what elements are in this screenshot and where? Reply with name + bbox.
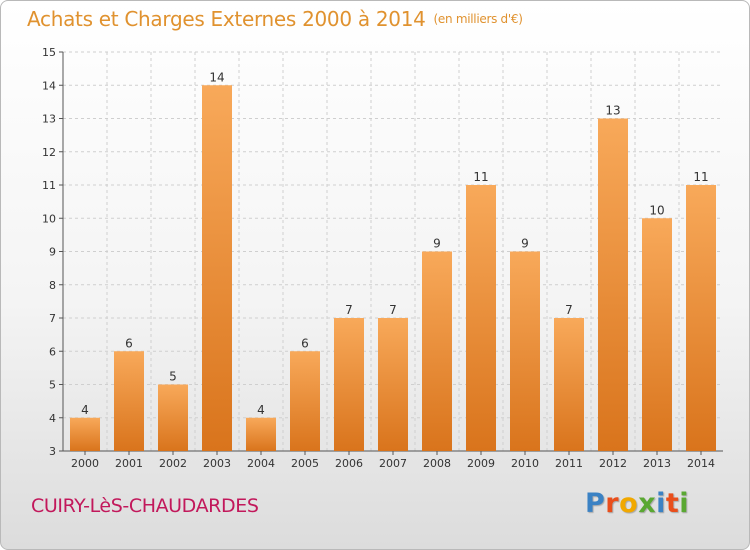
y-tick-label: 12 — [42, 146, 56, 159]
bars — [70, 85, 716, 451]
x-tick-label: 2014 — [687, 457, 715, 470]
x-tick-label: 2006 — [335, 457, 363, 470]
brand-letter: o — [619, 488, 639, 519]
y-tick-label: 15 — [42, 46, 56, 59]
bar — [466, 185, 496, 451]
brand-letter: r — [605, 488, 620, 519]
y-tick-label: 11 — [42, 179, 56, 192]
bar — [334, 318, 364, 451]
bar — [642, 218, 672, 451]
y-tick-label: 3 — [49, 445, 56, 458]
data-label: 9 — [521, 237, 529, 251]
brand-letter: x — [638, 488, 657, 519]
bar — [686, 185, 716, 451]
bar — [114, 351, 144, 451]
bar — [70, 417, 100, 451]
y-tick-label: 7 — [49, 312, 56, 325]
x-tick-label: 2013 — [643, 457, 671, 470]
y-tick-label: 9 — [49, 246, 56, 259]
data-label: 7 — [565, 303, 573, 317]
x-tick-label: 2008 — [423, 457, 451, 470]
bar — [510, 251, 540, 451]
bar — [378, 318, 408, 451]
data-labels: 4 6 5 14 4 6 7 7 9 11 9 7 13 10 11 — [81, 70, 708, 417]
bar — [554, 318, 584, 451]
brand-logo: Proxiti — [585, 488, 689, 519]
brand-letter: t — [665, 488, 680, 519]
data-label: 4 — [257, 403, 265, 417]
x-tick-label: 2003 — [203, 457, 231, 470]
data-label: 11 — [473, 170, 488, 184]
data-label: 5 — [169, 370, 177, 384]
data-label: 9 — [433, 237, 441, 251]
x-tick-label: 2009 — [467, 457, 495, 470]
data-label: 11 — [693, 170, 708, 184]
y-tick-label: 8 — [49, 279, 56, 292]
bar — [598, 118, 628, 451]
data-label: 10 — [649, 203, 664, 217]
bar — [246, 417, 276, 451]
y-tick-label: 13 — [42, 113, 56, 126]
data-label: 7 — [389, 303, 397, 317]
data-label: 6 — [301, 336, 309, 350]
x-tick-label: 2007 — [379, 457, 407, 470]
x-tick-label: 2012 — [599, 457, 627, 470]
x-tick-label: 2005 — [291, 457, 319, 470]
brand-letter: i — [656, 488, 666, 519]
x-tick-label: 2004 — [247, 457, 275, 470]
bar — [158, 384, 188, 451]
data-label: 14 — [209, 70, 224, 84]
bar — [422, 251, 452, 451]
x-tick-label: 2010 — [511, 457, 539, 470]
place-name: CUIRY-LèS-CHAUDARDES — [31, 495, 259, 517]
y-tick-label: 6 — [49, 345, 56, 358]
y-tick-label: 4 — [49, 412, 56, 425]
data-label: 7 — [345, 303, 353, 317]
data-label: 4 — [81, 403, 89, 417]
y-tick-label: 10 — [42, 212, 56, 225]
y-tick-label: 14 — [42, 79, 56, 92]
chart-title: Achats et Charges Externes 2000 à 2014 (e… — [27, 7, 523, 31]
brand-letter: i — [679, 488, 690, 519]
data-label: 6 — [125, 336, 133, 350]
x-tick-label: 2011 — [555, 457, 583, 470]
x-tick-label: 2002 — [159, 457, 187, 470]
x-tick-label: 2000 — [71, 457, 99, 470]
x-tick-label: 2001 — [115, 457, 143, 470]
chart-title-text: Achats et Charges Externes 2000 à 2014 — [27, 7, 426, 31]
y-tick-label: 5 — [49, 379, 56, 392]
data-label: 13 — [605, 104, 620, 118]
bar — [202, 85, 232, 451]
brand-letter: P — [585, 488, 606, 519]
bar — [290, 351, 320, 451]
chart-subtitle: (en milliers d'€) — [433, 12, 523, 26]
